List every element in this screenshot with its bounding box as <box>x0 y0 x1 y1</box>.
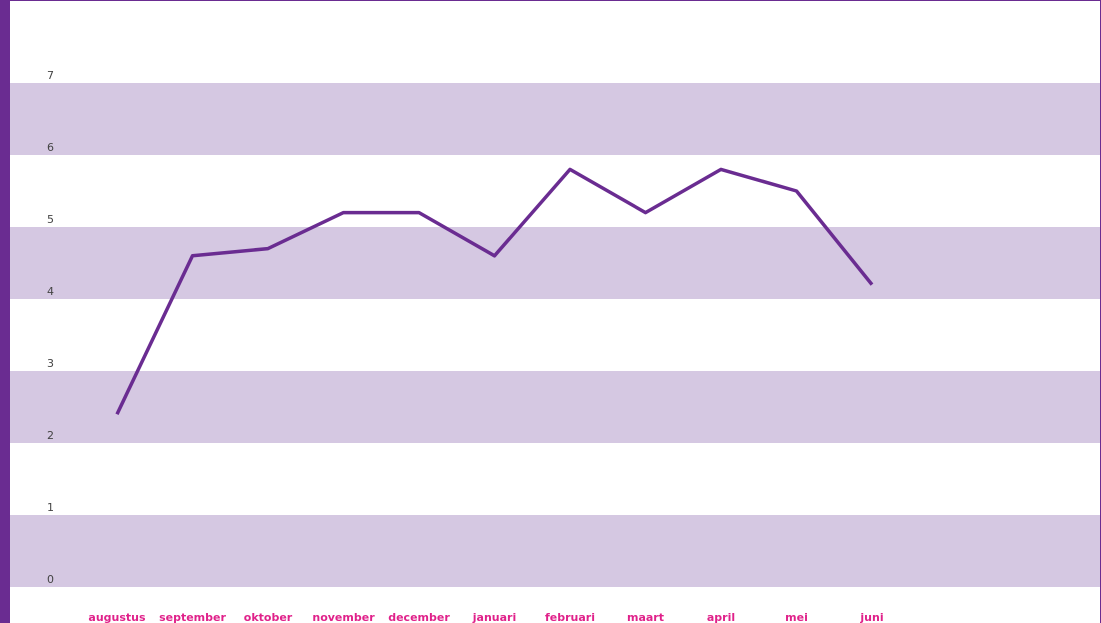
grid-band <box>10 227 1100 299</box>
x-tick-label: mei <box>785 611 808 623</box>
x-tick-label: juni <box>859 611 883 623</box>
y-tick-label: 1 <box>47 501 54 514</box>
left-bar <box>0 0 10 623</box>
y-tick-label: 6 <box>47 141 54 154</box>
x-tick-label: december <box>388 611 450 623</box>
data-line <box>115 167 874 415</box>
x-tick-label: augustus <box>88 611 146 623</box>
x-tick-label: november <box>312 611 375 623</box>
y-tick-label: 3 <box>47 357 54 370</box>
grid-band <box>10 515 1100 587</box>
y-tick-label: 7 <box>47 69 54 82</box>
x-tick-label: oktober <box>244 611 293 623</box>
grid-band <box>10 371 1100 443</box>
x-tick-label: september <box>159 611 226 623</box>
y-tick-label: 5 <box>47 213 54 226</box>
y-tick-label: 4 <box>47 285 54 298</box>
y-tick-label: 2 <box>47 429 54 442</box>
grid-band <box>10 83 1100 155</box>
y-tick-label: 0 <box>47 573 54 586</box>
x-tick-label: januari <box>472 611 516 623</box>
x-tick-label: april <box>707 611 735 623</box>
plot: 0 1 2 3 4 5 6 7 augustus september oktober november… <box>10 69 1100 623</box>
x-tick-label: maart <box>627 611 664 623</box>
x-tick-label: februari <box>545 611 595 623</box>
